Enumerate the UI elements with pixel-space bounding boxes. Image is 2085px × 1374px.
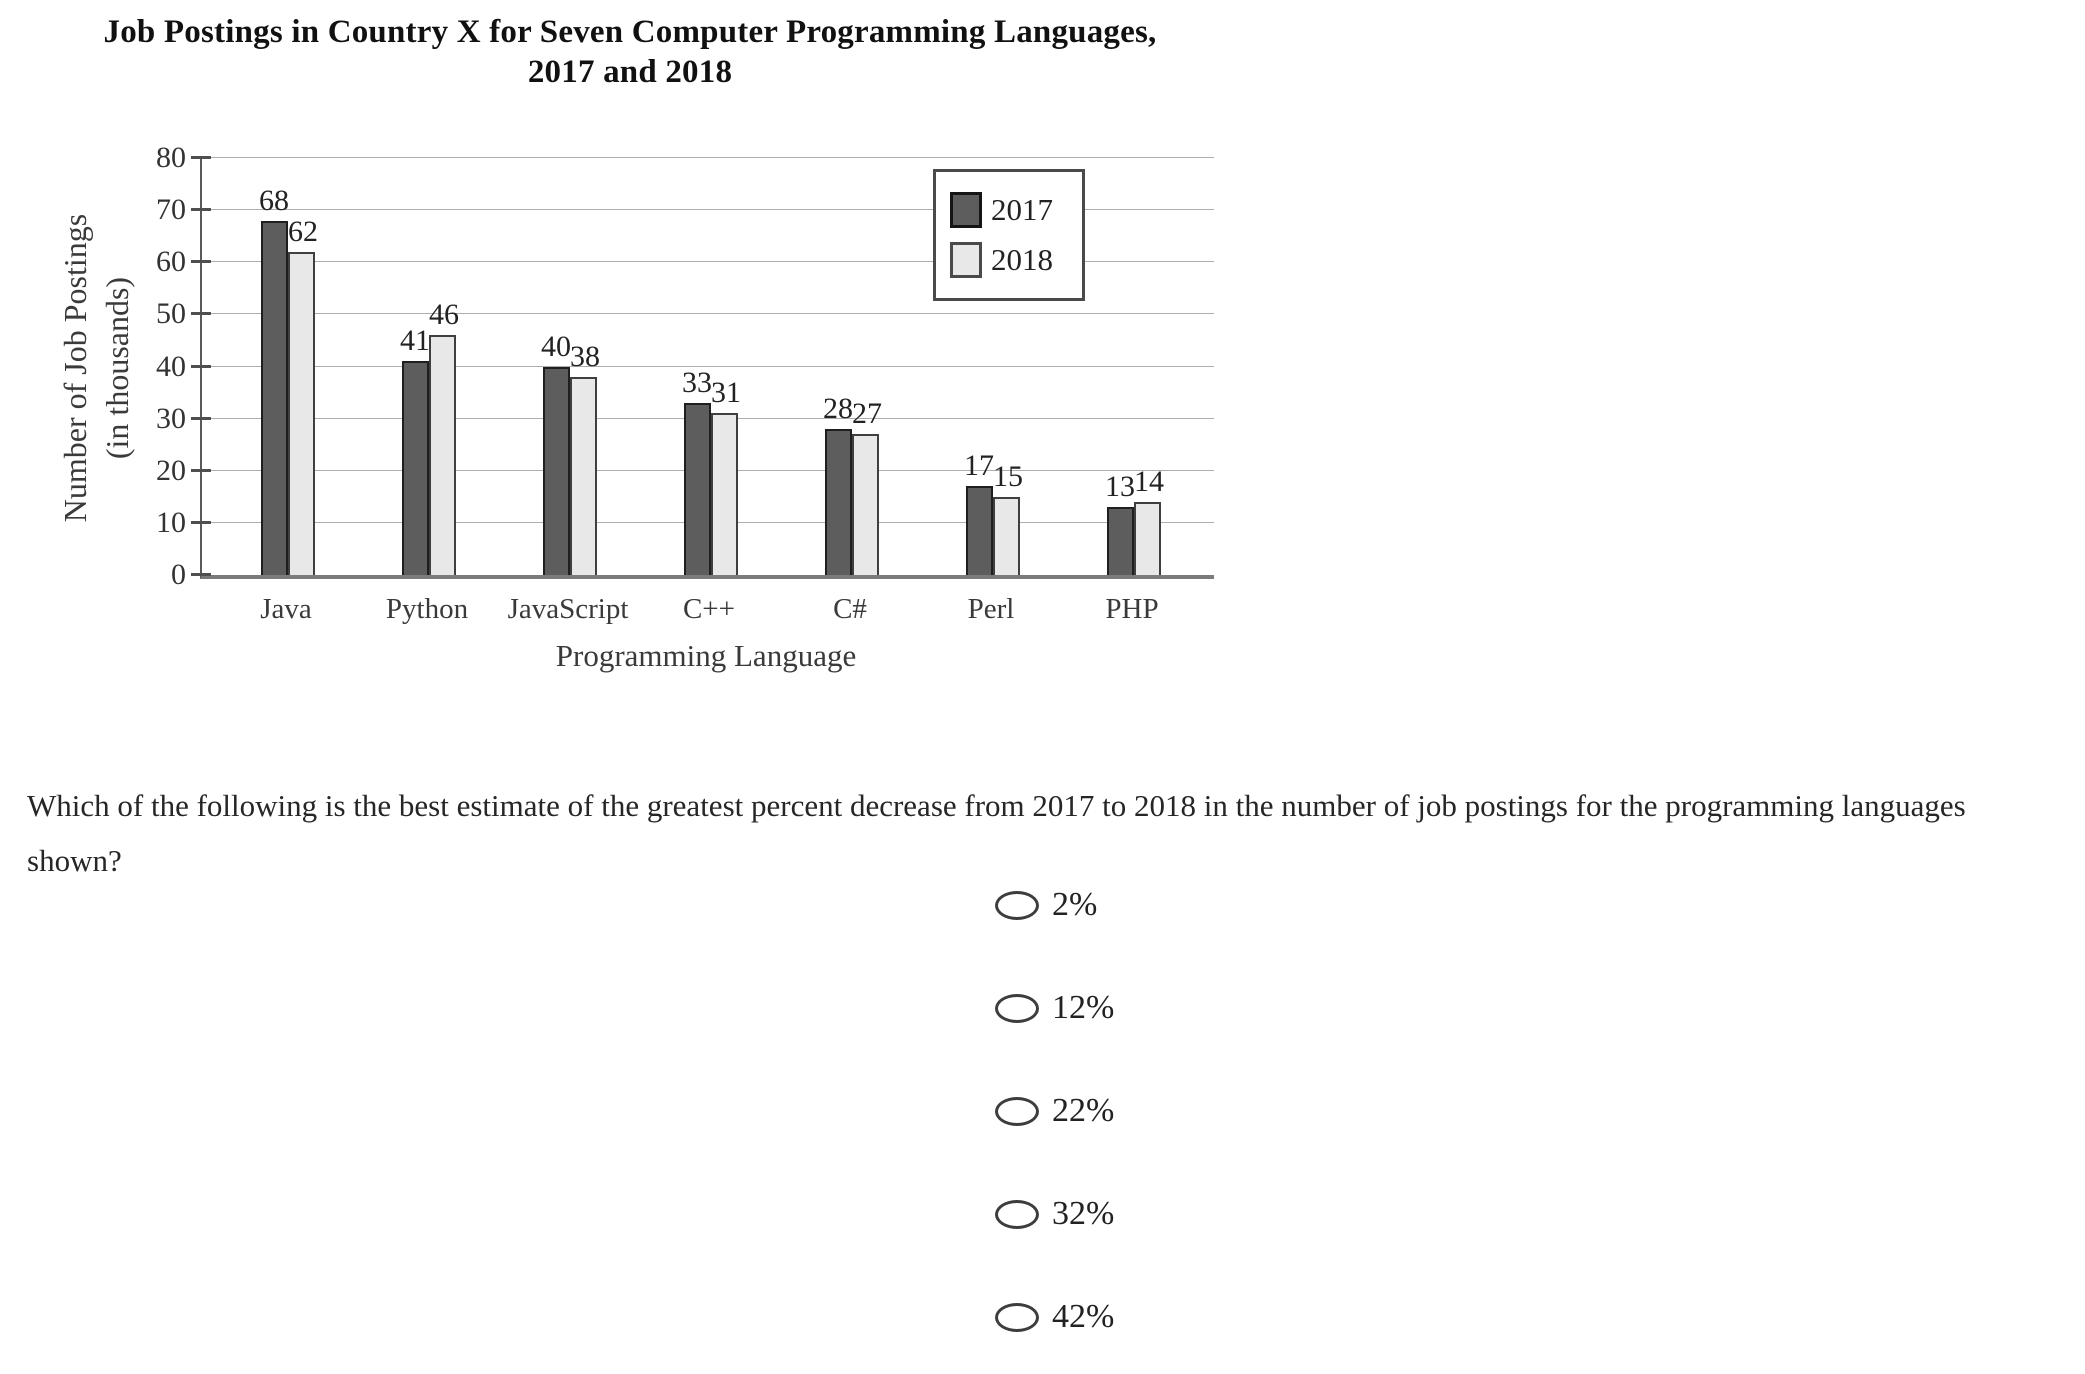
option-42pct[interactable]: 42% [995,1295,1114,1339]
bar-value-2017-JavaScript: 40 [541,329,571,363]
y-tick-label-0: 0 [171,558,186,591]
y-tick-40 [191,364,211,368]
bar-2018-C++ [711,413,738,575]
bar-2017-C++ [684,403,711,575]
bar-value-2017-Java: 68 [259,183,289,217]
bar-2017-JavaScript [543,366,570,575]
legend: 2017 2018 [933,169,1085,301]
y-tick-10 [191,520,211,524]
option-label: 42% [1052,1298,1115,1335]
radio-button-32pct[interactable] [995,1199,1039,1229]
x-tick-label-java: Java [260,593,312,625]
legend-label-2017: 2017 [991,192,1053,227]
legend-label-2018: 2018 [991,242,1053,277]
bar-chart: Job Postings in Country X for Seven Comp… [40,8,1260,708]
bar-2017-C# [825,429,852,575]
y-tick-70 [191,208,211,212]
bar-2018-PHP [1134,502,1161,575]
chart-title-line1: Job Postings in Country X for Seven Comp… [103,14,1157,50]
x-tick-label-python: Python [385,593,469,625]
bar-value-2018-C++: 31 [711,376,741,410]
bar-2018-Java [288,251,315,575]
option-label: 32% [1052,1195,1115,1232]
legend-swatch-2017 [950,192,982,228]
bar-2018-C# [852,434,879,575]
x-axis-title: Programming Language [555,638,857,673]
bar-value-2018-PHP: 14 [1134,465,1164,499]
bar-value-2017-C++: 33 [682,366,712,399]
y-tick-0 [191,573,211,576]
option-12pct[interactable]: 12% [995,986,1114,1030]
bar-value-2018-Java: 62 [288,214,318,248]
y-tick-label-80: 80 [156,141,186,174]
y-tick-30 [191,416,211,420]
x-tick-label-javascript: JavaScript [507,593,629,625]
gridline-50 [202,313,1214,315]
option-32pct[interactable]: 32% [995,1192,1114,1236]
y-tick-label-30: 30 [156,401,186,435]
option-label: 22% [1052,1092,1115,1129]
bar-2018-Python [429,335,456,575]
y-tick-label-20: 20 [156,453,186,487]
option-2pct[interactable]: 2% [995,883,1114,927]
y-tick-label-10: 10 [156,505,186,539]
bar-2018-Perl [993,496,1020,575]
option-22pct[interactable]: 22% [995,1089,1114,1133]
gridline-40 [202,365,1214,367]
bar-value-2018-C#: 27 [852,397,882,431]
bar-value-2018-Perl: 15 [993,459,1023,493]
y-tick-label-40: 40 [156,349,186,383]
y-tick-label-50: 50 [156,297,186,331]
y-tick-label-60: 60 [156,245,186,279]
radio-button-12pct[interactable] [995,993,1039,1023]
gridline-80 [202,157,1214,158]
y-tick-20 [191,468,211,472]
x-tick-label-perl: Perl [967,593,1015,625]
legend-row-2017: 2017 [950,192,1082,228]
bar-2017-Perl [966,486,993,575]
bar-value-2018-Python: 46 [429,298,459,332]
y-tick-60 [191,260,211,264]
bar-2017-Python [402,361,429,575]
legend-row-2018: 2018 [950,242,1082,278]
radio-button-42pct[interactable] [995,1302,1039,1332]
radio-button-22pct[interactable] [995,1096,1039,1126]
legend-swatch-2018 [950,242,982,278]
x-tick-label-c: C++ [682,593,736,625]
x-tick-label-php: PHP [1105,593,1159,625]
bar-value-2018-JavaScript: 38 [570,339,600,373]
bar-value-2017-PHP: 13 [1105,470,1135,504]
bar-value-2017-Python: 41 [400,324,430,358]
option-label: 2% [1052,886,1098,923]
option-label: 12% [1052,989,1115,1026]
chart-title-line2: 2017 and 2018 [527,54,733,90]
bar-2017-Java [261,220,288,575]
bar-value-2017-Perl: 17 [964,449,994,483]
radio-button-2pct[interactable] [995,890,1039,920]
gridline-60 [202,261,1214,263]
bar-2017-PHP [1107,507,1134,575]
y-tick-label-70: 70 [156,193,186,227]
bar-2018-JavaScript [570,376,597,575]
options-list: 2% 12% 22% 32% 42% [995,883,1114,1339]
bar-value-2017-C#: 28 [823,392,853,426]
y-tick-50 [191,312,211,316]
x-tick-label-c: C# [833,593,867,625]
plot-area: 0 10 20 30 40 50 60 70 80 68 62 41 46 40 38 33 31 28 27 17 1… [156,143,1214,590]
question-text: Which of the following is the best estim… [27,788,1966,878]
y-tick-80 [191,156,211,159]
y-axis-title-line1: Number of Job Postings [57,213,93,523]
gridline-70 [202,209,1214,211]
